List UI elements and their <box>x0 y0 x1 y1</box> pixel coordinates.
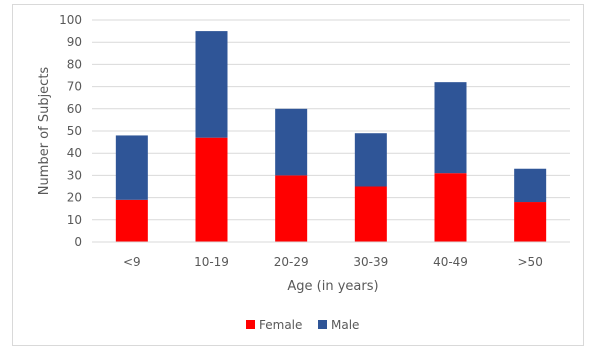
y-tick-label: 20 <box>67 191 82 205</box>
bar-female-1 <box>195 137 228 242</box>
x-axis-ticks: <9 10-19 20-29 30-39 40-49 >50 <box>123 255 543 269</box>
y-tick-label: 0 <box>74 235 82 249</box>
y-axis-title: Number of Subjects <box>37 67 52 196</box>
legend-label-male: Male <box>331 318 359 332</box>
y-tick-label: 70 <box>67 80 82 94</box>
x-tick-label: 40-49 <box>433 255 468 269</box>
bar-male-0 <box>115 135 148 200</box>
legend-swatch-female <box>246 320 255 329</box>
bar-female-3 <box>354 186 387 242</box>
y-tick-label: 80 <box>67 57 82 71</box>
bar-female-2 <box>275 175 308 242</box>
bar-female-0 <box>115 199 148 242</box>
x-tick-label: 20-29 <box>274 255 309 269</box>
y-tick-label: 100 <box>59 13 82 27</box>
y-tick-label: 10 <box>67 213 82 227</box>
legend: Female Male <box>246 318 359 332</box>
x-tick-label: 30-39 <box>353 255 388 269</box>
y-tick-label: 90 <box>67 35 82 49</box>
legend-swatch-male <box>318 320 327 329</box>
x-tick-label: >50 <box>518 255 543 269</box>
gridlines <box>92 19 570 221</box>
x-tick-label: 10-19 <box>194 255 229 269</box>
y-tick-label: 60 <box>67 102 82 116</box>
bars <box>115 31 547 242</box>
x-tick-label: <9 <box>123 255 141 269</box>
bar-male-2 <box>275 108 308 176</box>
y-tick-label: 50 <box>67 124 82 138</box>
y-tick-label: 30 <box>67 168 82 182</box>
bar-male-5 <box>514 168 547 203</box>
legend-label-female: Female <box>259 318 302 332</box>
bar-female-4 <box>434 173 467 242</box>
bar-female-5 <box>514 202 547 242</box>
y-axis-ticks: 0 10 20 30 40 50 60 70 80 90 100 <box>59 13 82 249</box>
x-axis-title: Age (in years) <box>287 279 378 294</box>
y-tick-label: 40 <box>67 146 82 160</box>
bar-male-4 <box>434 82 467 174</box>
bar-male-3 <box>354 133 387 187</box>
bar-male-1 <box>195 31 228 138</box>
